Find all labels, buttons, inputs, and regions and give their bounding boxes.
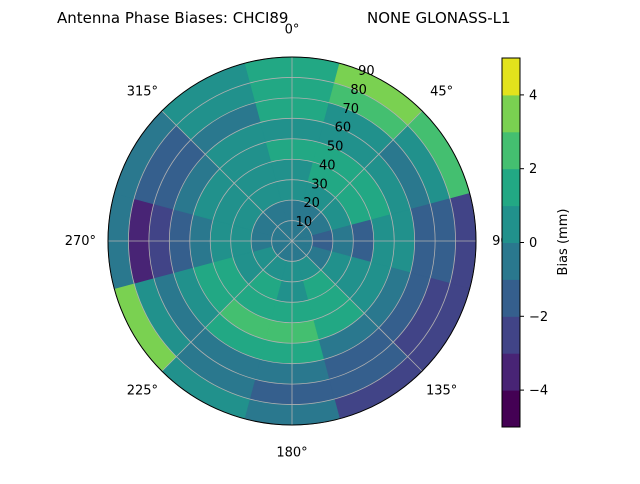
colorbar-label: Bias (mm) — [556, 209, 571, 276]
chart-title-left: Antenna Phase Biases: CHCI89 — [57, 9, 288, 27]
colorbar: −4 −2 0 2 4 — [501, 57, 548, 428]
azimuth-tick-label: 45° — [430, 84, 453, 99]
azimuth-tick-label: 270° — [65, 234, 96, 249]
colorbar-tick-label: 4 — [529, 88, 537, 103]
colorbar-segment — [502, 390, 520, 428]
colorbar-segment — [502, 94, 520, 133]
colorbar-segment — [502, 131, 520, 170]
colorbar-segment — [502, 242, 520, 280]
polar-grid — [107, 56, 477, 426]
radial-tick-label: 60 — [335, 121, 352, 136]
plot-border — [107, 56, 477, 426]
grid-spoke — [161, 110, 293, 242]
colorbar-segment — [502, 353, 520, 391]
colorbar-segment — [502, 58, 520, 96]
colorbar-tick-label: −2 — [529, 310, 548, 325]
colorbar-tick-label: −4 — [529, 384, 548, 399]
azimuth-tick-label: 225° — [127, 384, 158, 399]
radial-tick-label: 90 — [358, 64, 375, 79]
colorbar-tick-label: 0 — [529, 236, 537, 251]
radial-tick-labels: 10 20 30 40 50 60 70 80 90 — [296, 64, 375, 230]
grid-spoke — [161, 240, 293, 372]
radial-tick-label: 20 — [303, 196, 320, 211]
radial-tick-label: 10 — [296, 215, 313, 230]
grid-spoke — [291, 110, 423, 242]
azimuth-tick-label: 180° — [276, 446, 307, 461]
radial-tick-label: 70 — [342, 102, 359, 117]
colorbar-segment — [502, 279, 520, 317]
azimuth-tick-label: 0° — [285, 22, 300, 37]
radial-tick-label: 50 — [327, 140, 344, 155]
grid-spoke — [291, 240, 423, 372]
colorbar-segment — [502, 316, 520, 354]
radial-tick-label: 40 — [319, 158, 336, 173]
colorbar-tick-label: 2 — [529, 162, 537, 177]
radial-tick-label: 30 — [311, 177, 328, 192]
radial-tick-label: 80 — [350, 83, 367, 98]
colorbar-segment — [502, 205, 520, 243]
colorbar-segment — [502, 168, 520, 207]
chart-title-right: NONE GLONASS-L1 — [367, 9, 511, 27]
azimuth-tick-label: 315° — [127, 84, 158, 99]
azimuth-tick-label: 135° — [426, 384, 457, 399]
